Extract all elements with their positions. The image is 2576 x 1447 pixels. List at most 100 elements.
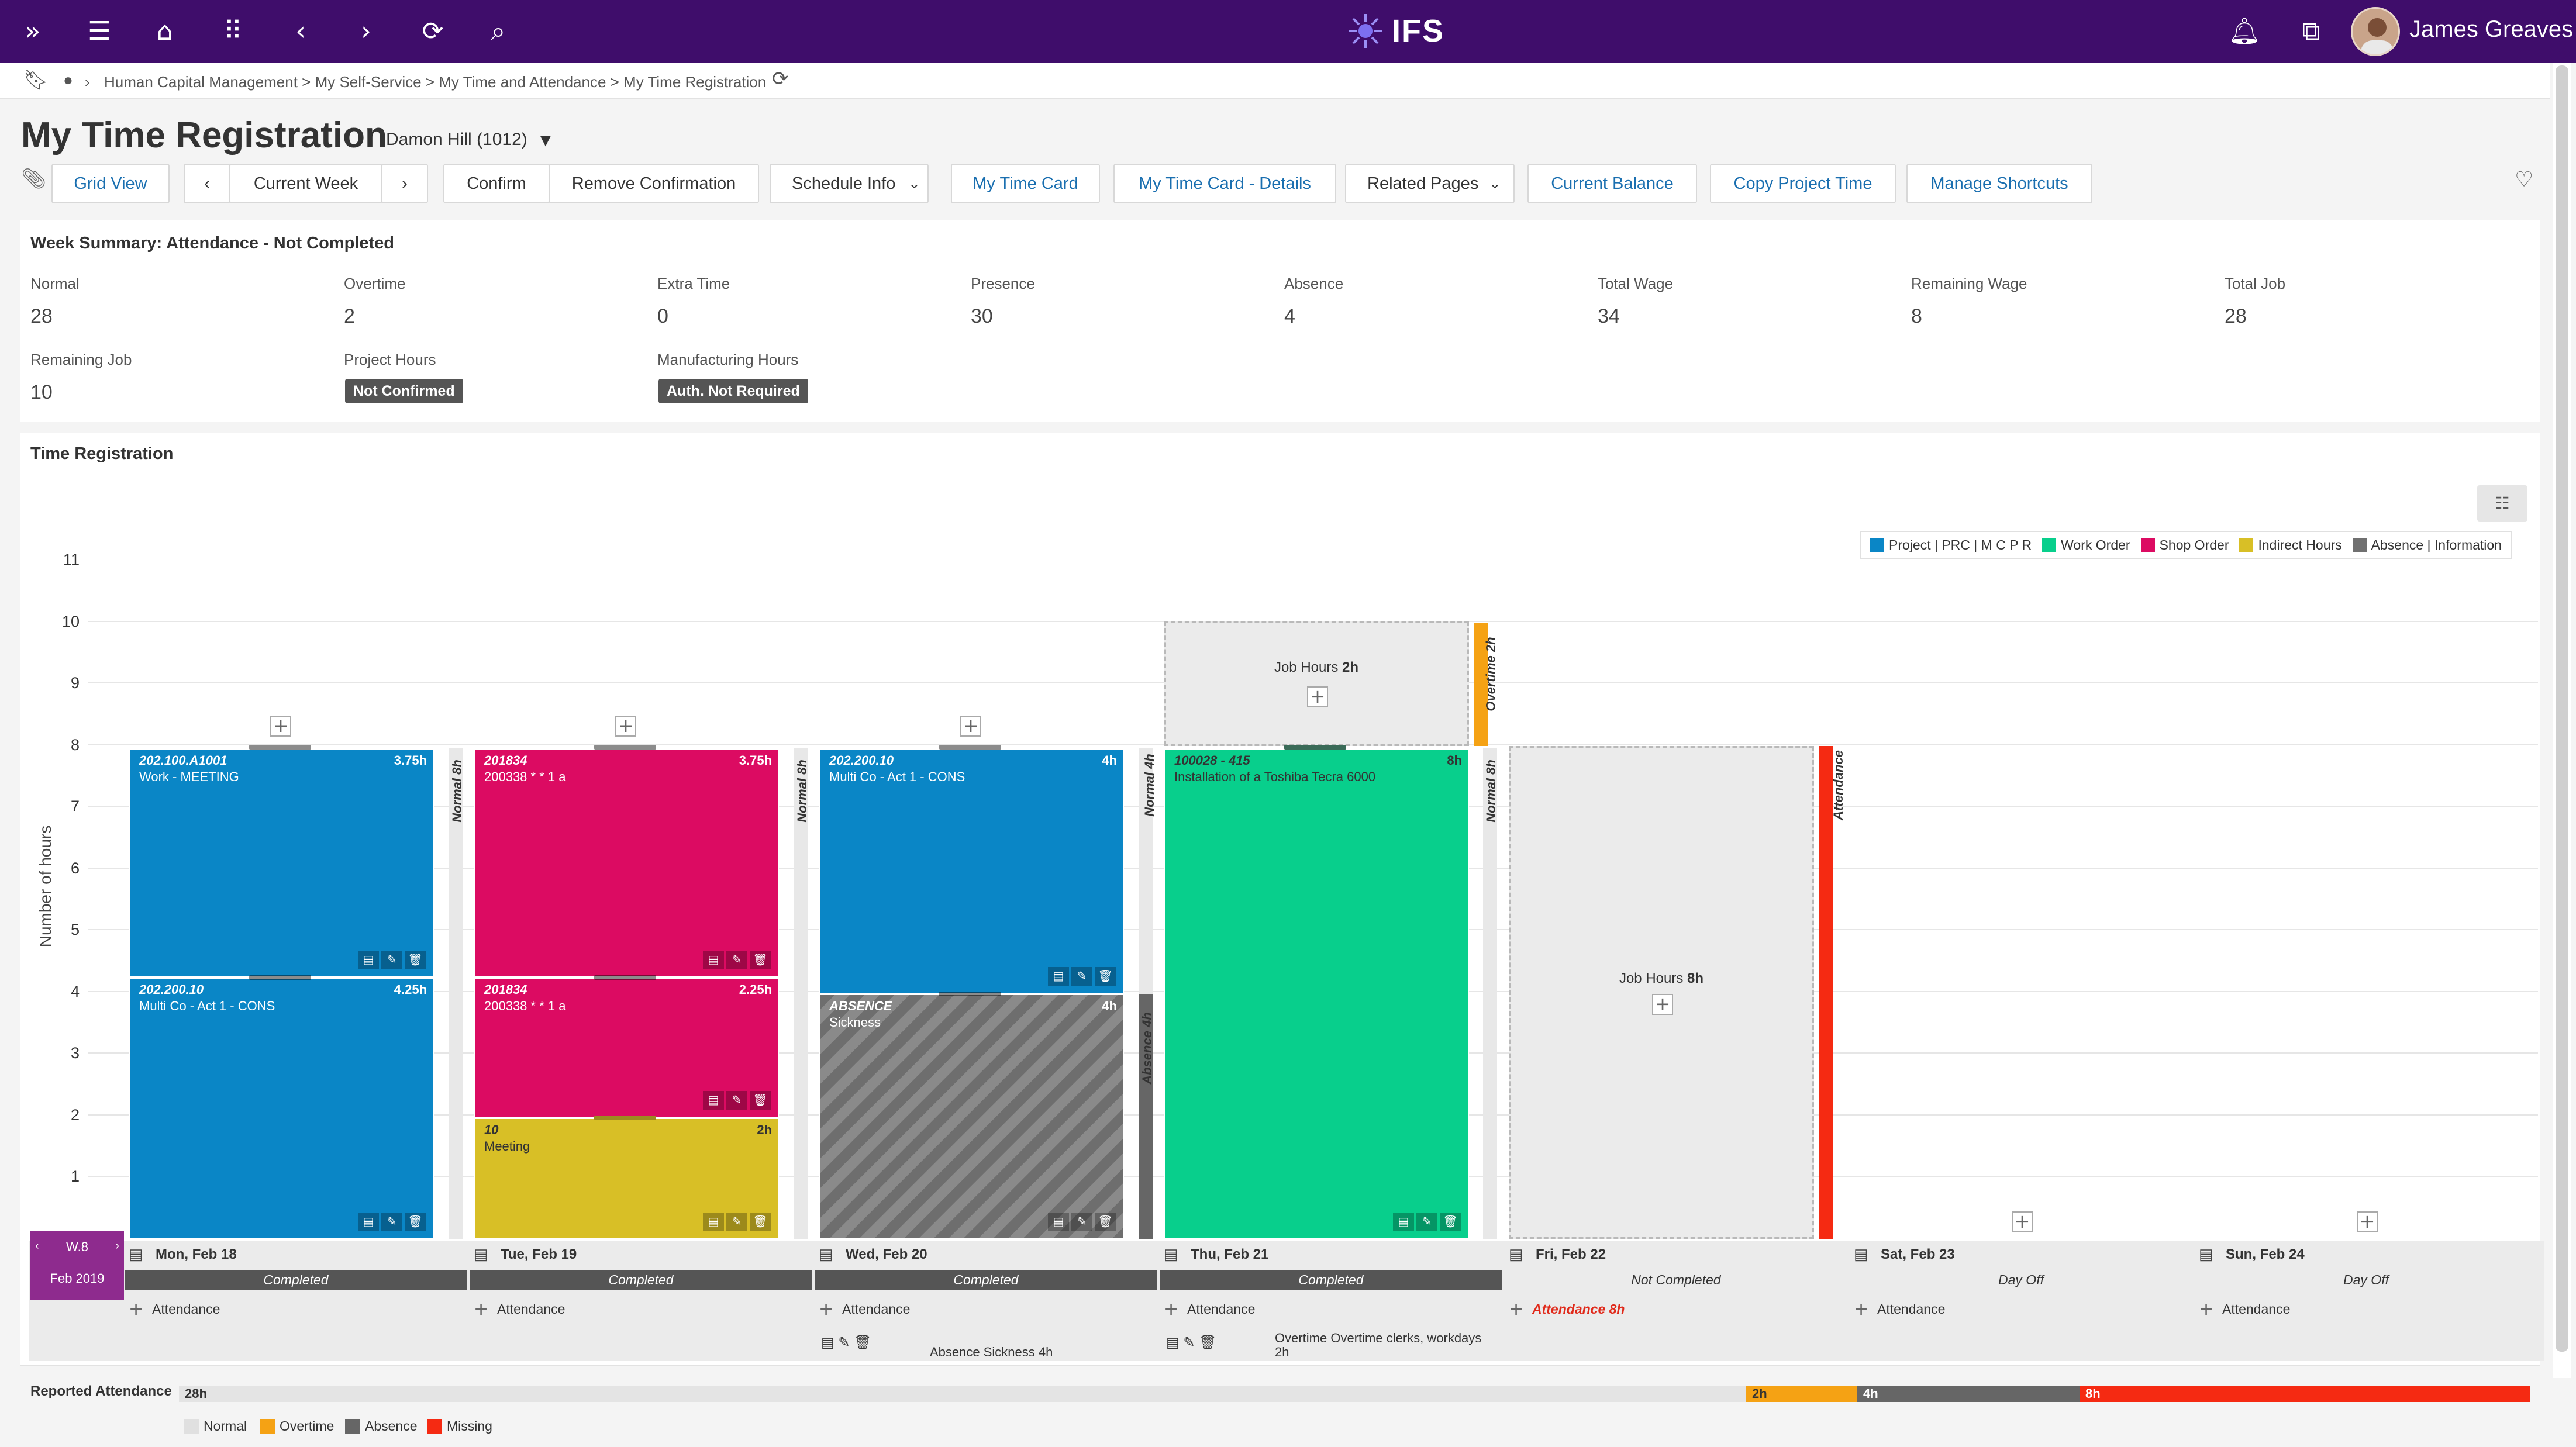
time-block[interactable]: 202.200.10 4h Multi Co - Act 1 - CONS ▤ ✎… [819,748,1124,994]
resize-handle[interactable] [939,992,1001,996]
day-comment-icon[interactable]: ▤ [129,1245,143,1263]
delete-icon[interactable]: 🗑︎ [750,1213,771,1231]
refresh-icon[interactable]: ⟳ [422,16,444,46]
search-icon[interactable]: ⌕ [491,16,506,46]
delete-icon[interactable]: 🗑︎ [1095,967,1116,986]
add-time-button[interactable]: + [960,716,981,737]
day-attendance-link[interactable]: Attendance 8h [1532,1301,1625,1317]
paperclip-icon[interactable]: 📎︎ [21,168,47,190]
edit-icon[interactable]: ✎ [726,1091,747,1110]
add-time-button[interactable]: + [1307,686,1328,707]
time-block[interactable]: 100028 - 415 8h Installation of a Toshib… [1164,748,1469,1239]
add-attendance-icon[interactable]: + [819,1299,834,1320]
comment-icon[interactable]: ▤ [1393,1213,1414,1231]
breadcrumb[interactable]: Human Capital Management > My Self-Servi… [104,73,767,91]
add-attendance-icon[interactable]: + [474,1299,489,1320]
week-selector[interactable]: ‹ W.8 › Feb 2019 [30,1231,124,1300]
day-comment-icon[interactable]: ▤ [474,1245,488,1263]
edit-icon[interactable]: ✎ [838,1335,850,1351]
delete-icon[interactable]: 🗑︎ [750,951,771,969]
resize-handle[interactable] [594,975,656,980]
favorite-heart-icon[interactable]: ♡ [2515,167,2534,191]
resize-handle[interactable] [594,1116,656,1120]
absence-block[interactable]: ABSENCE 4h Sickness ▤ ✎ 🗑︎ [819,994,1124,1239]
confirm-button[interactable]: Confirm [443,164,550,203]
edit-icon[interactable]: ✎ [1416,1213,1437,1231]
current-balance-button[interactable]: Current Balance [1527,164,1697,203]
edit-icon[interactable]: ✎ [726,1213,747,1231]
schedule-info-button[interactable]: Schedule Info ⌄ [770,164,929,203]
add-time-button[interactable]: + [615,716,636,737]
comment-icon[interactable]: ▤ [703,951,724,969]
comment-icon[interactable]: ▤ [1048,1213,1069,1231]
edit-icon[interactable]: ✎ [1071,1213,1092,1231]
day-comment-icon[interactable]: ▤ [2199,1245,2213,1263]
delete-icon[interactable]: 🗑︎ [1095,1213,1116,1231]
time-block[interactable]: 10 2h Meeting ▤ ✎ 🗑︎ [474,1118,779,1239]
related-pages-button[interactable]: Related Pages ⌄ [1345,164,1515,203]
add-time-button[interactable]: + [2012,1211,2033,1232]
comment-icon[interactable]: ▤ [358,951,379,969]
add-time-button[interactable]: + [2357,1211,2378,1232]
add-attendance-icon[interactable]: + [1509,1299,1524,1320]
day-attendance-link[interactable]: Attendance [1187,1301,1256,1317]
resize-handle[interactable] [249,975,311,980]
menu-icon[interactable]: ☰ [88,16,111,46]
scrollbar-thumb[interactable] [2556,65,2568,1352]
time-block[interactable]: 201834 3.75h 200338 * * 1 a ▤ ✎ 🗑︎ [474,748,779,978]
current-week-button[interactable]: Current Week [229,164,382,203]
add-time-button[interactable]: + [270,716,291,737]
resize-handle[interactable] [249,745,311,750]
day-attendance-link[interactable]: Attendance [2222,1301,2291,1317]
remove-confirmation-button[interactable]: Remove Confirmation [549,164,759,203]
day-attendance-link[interactable]: Attendance [497,1301,565,1317]
resize-handle[interactable] [1284,745,1346,750]
week-prev-icon[interactable]: ‹ [35,1239,39,1252]
job-hours-placeholder[interactable]: Job Hours 2h + [1164,621,1469,746]
edit-icon[interactable]: ✎ [381,1213,402,1231]
forward-icon[interactable]: › [361,16,371,46]
time-block[interactable]: 201834 2.25h 200338 * * 1 a ▤ ✎ 🗑︎ [474,978,779,1118]
month-label[interactable]: Feb 2019 [50,1271,105,1286]
delete-icon[interactable]: 🗑︎ [405,951,426,969]
day-attendance-link[interactable]: Attendance [152,1301,220,1317]
notification-bell-icon[interactable]: 🔔︎ [2228,16,2261,46]
edit-icon[interactable]: ✎ [381,951,402,969]
time-block[interactable]: 202.200.10 4.25h Multi Co - Act 1 - CONS… [129,978,434,1239]
prev-week-button[interactable]: ‹ [184,164,230,203]
apps-grid-icon[interactable]: ⠿ [223,16,243,46]
day-comment-icon[interactable]: ▤ [1854,1245,1868,1263]
delete-icon[interactable]: 🗑︎ [854,1335,872,1351]
delete-icon[interactable]: 🗑︎ [1199,1335,1217,1351]
refresh-breadcrumb-icon[interactable]: ⟳ [772,68,789,90]
add-attendance-icon[interactable]: + [1164,1299,1179,1320]
delete-icon[interactable]: 🗑︎ [750,1091,771,1110]
edit-icon[interactable]: ✎ [726,951,747,969]
caret-down-icon[interactable]: ▼ [537,131,554,150]
comment-icon[interactable]: ▤ [703,1213,724,1231]
day-attendance-link[interactable]: Attendance [842,1301,911,1317]
time-block[interactable]: 202.100.A1001 3.75h Work - MEETING ▤ ✎ 🗑︎ [129,748,434,978]
comment-icon[interactable]: ▤ [1048,967,1069,986]
delete-icon[interactable]: 🗑︎ [405,1213,426,1231]
employee-selector[interactable]: Damon Hill (1012) [386,130,527,149]
comment-icon[interactable]: ▤ [703,1091,724,1110]
my-time-card-details-button[interactable]: My Time Card - Details [1113,164,1336,203]
add-attendance-icon[interactable]: + [129,1299,144,1320]
shortcut-icon[interactable]: ⧉ [2302,16,2320,46]
week-next-icon[interactable]: › [115,1239,119,1252]
comment-icon[interactable]: ▤ [1166,1335,1180,1351]
copy-project-time-button[interactable]: Copy Project Time [1710,164,1896,203]
bookmark-icon[interactable]: 🔖︎ [23,69,49,91]
day-comment-icon[interactable]: ▤ [1509,1245,1523,1263]
expand-icon[interactable]: » [25,16,41,46]
add-attendance-icon[interactable]: + [2199,1299,2214,1320]
day-comment-icon[interactable]: ▤ [1164,1245,1178,1263]
add-time-button[interactable]: + [1652,994,1673,1015]
resize-handle[interactable] [939,745,1001,750]
back-icon[interactable]: ‹ [295,16,306,46]
edit-icon[interactable]: ✎ [1183,1335,1195,1351]
edit-icon[interactable]: ✎ [1071,967,1092,986]
comment-icon[interactable]: ▤ [821,1335,834,1351]
add-attendance-icon[interactable]: + [1854,1299,1869,1320]
